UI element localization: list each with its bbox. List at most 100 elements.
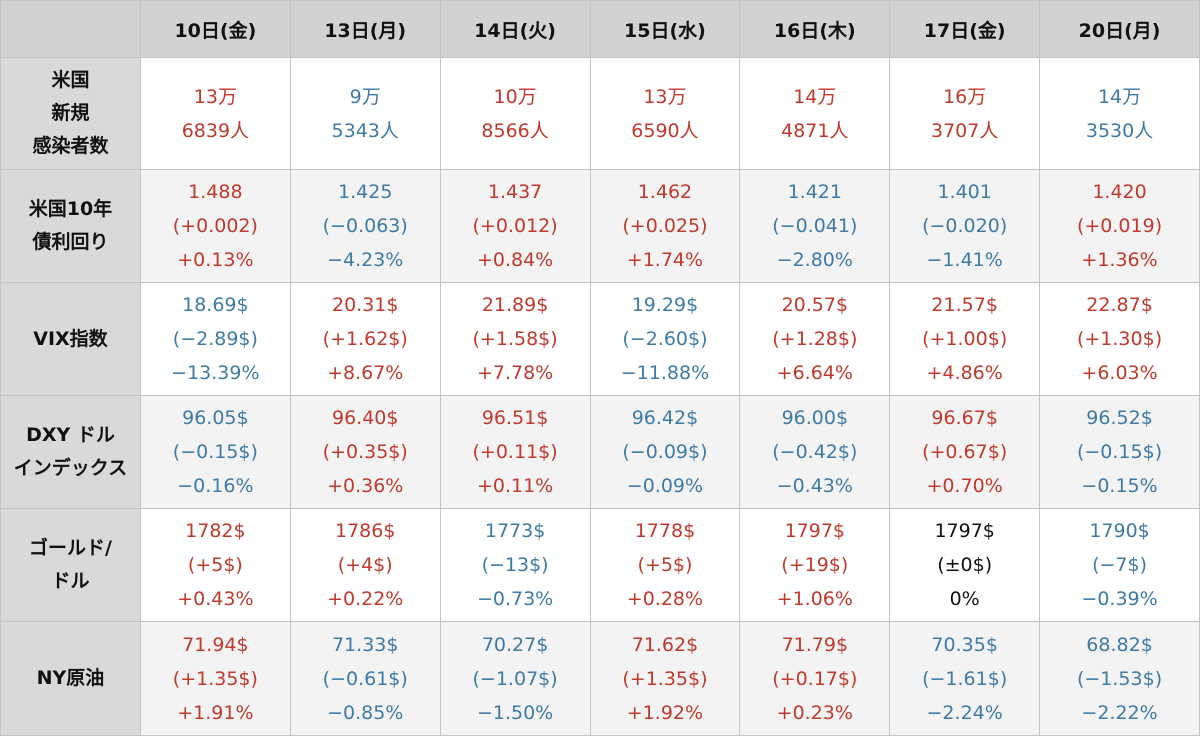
cell-value-line: 1797$ bbox=[934, 520, 995, 542]
cell-value-line: −0.85% bbox=[327, 701, 404, 724]
data-cell: 71.62$ (+1.35$) +1.92% bbox=[589, 621, 741, 736]
cell-value-line: 3530人 bbox=[1085, 119, 1154, 142]
cell-value-line: 8566人 bbox=[481, 119, 549, 142]
cell-value-line: (−1.61$) bbox=[922, 667, 1008, 690]
cell-value-line: 68.82$ bbox=[1086, 633, 1153, 656]
cell-value-line: 13万 bbox=[193, 85, 237, 108]
cell-value-line: 70.35$ bbox=[931, 633, 998, 656]
cell-value-line: 96.67$ bbox=[931, 407, 998, 429]
cell-value-line: (−0.42$) bbox=[772, 441, 858, 463]
data-cell: 21.89$ (+1.58$) +7.78% bbox=[439, 282, 591, 396]
data-cell: 96.42$ (−0.09$) −0.09% bbox=[589, 395, 741, 509]
cell-value-line: −4.23% bbox=[327, 249, 404, 271]
cell-value-line: +0.70% bbox=[926, 475, 1003, 497]
cell-value-line: +0.28% bbox=[626, 588, 704, 610]
cell-value-line: 14万 bbox=[1097, 85, 1142, 108]
cell-value-line: 71.33$ bbox=[331, 633, 399, 656]
data-cell: 1786$ (+4$) +0.22% bbox=[289, 508, 441, 622]
cell-value-line: −2.22% bbox=[1081, 701, 1158, 724]
cell-value-line: −0.73% bbox=[476, 588, 554, 610]
date-header: 13日(月) bbox=[289, 0, 441, 58]
cell-value-line: (+0.025) bbox=[622, 215, 708, 237]
cell-value-line: (+1.28$) bbox=[772, 328, 858, 350]
cell-value-line: 1.401 bbox=[937, 181, 992, 203]
date-header: 15日(水) bbox=[589, 0, 741, 58]
corner-cell bbox=[0, 0, 141, 58]
data-cell: 10万 8566人 bbox=[439, 57, 591, 170]
cell-value-line: (+1.30$) bbox=[1076, 328, 1163, 350]
cell-value-line: −2.80% bbox=[776, 249, 853, 271]
cell-value-line: (+0.11$) bbox=[472, 441, 558, 463]
cell-value-line: 21.89$ bbox=[481, 294, 549, 316]
cell-value-line: +6.03% bbox=[1081, 362, 1158, 384]
cell-value-line: +1.36% bbox=[1081, 249, 1158, 271]
data-cell: 16万 3707人 bbox=[889, 57, 1041, 170]
cell-value-line: 1773$ bbox=[484, 520, 546, 542]
data-cell: 20.31$ (+1.62$) +8.67% bbox=[289, 282, 441, 396]
cell-value-line: (−0.041) bbox=[772, 215, 858, 237]
cell-value-line: −13.39% bbox=[171, 362, 260, 384]
row-label-line: 米国10年 bbox=[28, 198, 113, 220]
date-header: 10日(金) bbox=[139, 0, 291, 58]
table-row: 米国10年 債利回り 1.488 (+0.002) +0.13% 1.425 (−0.063… bbox=[0, 169, 1200, 283]
data-cell: 1.488 (+0.002) +0.13% bbox=[139, 169, 291, 283]
cell-value-line: −0.43% bbox=[776, 475, 853, 497]
row-label-line: 債利回り bbox=[32, 231, 109, 253]
row-label: 米国 新規 感染者数 bbox=[0, 57, 141, 170]
data-cell: 96.00$ (−0.42$) −0.43% bbox=[739, 395, 891, 509]
cell-value-line: 14万 bbox=[793, 85, 837, 108]
table-row: ゴールド/ドル 1782$ (+5$) +0.43% 1786$ (+4$) +0.22% 1… bbox=[0, 508, 1200, 622]
cell-value-line: (+0.67$) bbox=[922, 441, 1008, 463]
row-label-line: 感染者数 bbox=[32, 135, 109, 157]
cell-value-line: 10万 bbox=[493, 85, 537, 108]
cell-value-line: 0% bbox=[949, 588, 980, 610]
cell-value-line: 21.57$ bbox=[931, 294, 998, 316]
cell-value-line: (+1.35$) bbox=[172, 667, 258, 690]
data-cell: 1773$ (−13$) −0.73% bbox=[439, 508, 591, 622]
data-cell: 96.52$ (−0.15$) −0.15% bbox=[1039, 395, 1200, 509]
data-cell: 68.82$ (−1.53$) −2.22% bbox=[1039, 621, 1200, 736]
cell-value-line: 71.62$ bbox=[631, 633, 699, 656]
cell-value-line: 3707人 bbox=[930, 119, 999, 142]
row-label-line: 新規 bbox=[51, 102, 90, 124]
cell-value-line: 4871人 bbox=[781, 119, 849, 142]
cell-value-line: −1.50% bbox=[476, 701, 554, 724]
cell-value-line: (+0.17$) bbox=[772, 667, 858, 690]
row-label: DXY ドル インデックス bbox=[0, 395, 141, 509]
cell-value-line: 20.57$ bbox=[781, 294, 849, 316]
data-cell: 96.51$ (+0.11$) +0.11% bbox=[439, 395, 591, 509]
cell-value-line: +8.67% bbox=[327, 362, 404, 384]
header-row: 10日(金) 13日(月) 14日(火) 15日(水) 16日(木) 17日(金… bbox=[0, 0, 1200, 58]
cell-value-line: +0.13% bbox=[177, 249, 254, 271]
cell-value-line: 1.488 bbox=[188, 181, 243, 203]
cell-value-line: +1.91% bbox=[177, 701, 254, 724]
row-label: VIX指数 bbox=[0, 282, 141, 396]
cell-value-line: 71.79$ bbox=[781, 633, 849, 656]
cell-value-line: 6590人 bbox=[631, 119, 699, 142]
cell-value-line: 96.52$ bbox=[1086, 407, 1153, 429]
data-cell: 20.57$ (+1.28$) +6.64% bbox=[739, 282, 891, 396]
cell-value-line: (+0.012) bbox=[472, 215, 558, 237]
cell-value-line: (−13$) bbox=[481, 554, 549, 576]
cell-value-line: (−2.60$) bbox=[622, 328, 708, 350]
cell-value-line: 96.05$ bbox=[182, 407, 249, 429]
data-cell: 1.437 (+0.012) +0.84% bbox=[439, 169, 591, 283]
table-row: 米国 新規 感染者数 13万 6839人 9万 5343人 10万 8566人 13万 6590人 1… bbox=[0, 57, 1200, 170]
cell-value-line: (−0.020) bbox=[922, 215, 1008, 237]
row-label-line: インデックス bbox=[13, 457, 128, 479]
cell-value-line: 96.42$ bbox=[631, 407, 699, 429]
cell-value-line: 16万 bbox=[943, 85, 987, 108]
date-header: 17日(金) bbox=[889, 0, 1041, 58]
cell-value-line: (+4$) bbox=[337, 554, 393, 576]
table-row: DXY ドル インデックス 96.05$ (−0.15$) −0.16% 96.40$ (+… bbox=[0, 395, 1200, 509]
row-label-line: ドル bbox=[51, 570, 90, 592]
cell-value-line: 1.462 bbox=[637, 181, 693, 203]
cell-value-line: (−0.09$) bbox=[622, 441, 708, 463]
data-cell: 1797$ (+19$) +1.06% bbox=[739, 508, 891, 622]
cell-value-line: 20.31$ bbox=[331, 294, 399, 316]
cell-value-line: −0.15% bbox=[1081, 475, 1158, 497]
cell-value-line: +4.86% bbox=[926, 362, 1003, 384]
cell-value-line: (−1.07$) bbox=[472, 667, 558, 690]
cell-value-line: (−0.063) bbox=[322, 215, 408, 237]
